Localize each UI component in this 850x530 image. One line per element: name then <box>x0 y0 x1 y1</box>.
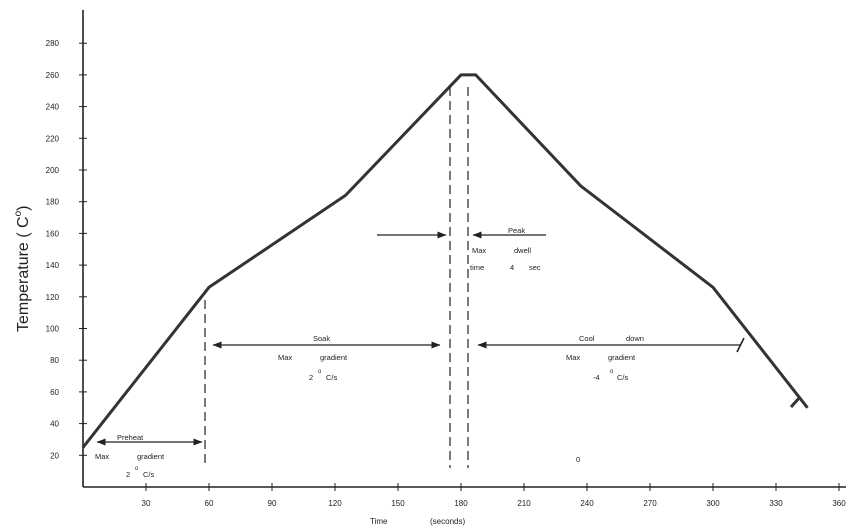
x-tick-label: 300 <box>706 499 720 508</box>
x-tick-label: 210 <box>517 499 531 508</box>
cool-label: Cool <box>579 334 595 343</box>
preheat-gradient-unit: C/s <box>143 470 155 479</box>
preheat-degree-mark: o <box>135 466 139 472</box>
preheat-gradient-value: 2 <box>126 470 130 479</box>
x-tick-label: 240 <box>580 499 594 508</box>
y-tick-label: 240 <box>46 103 60 112</box>
preheat-label: Preheat <box>117 433 144 442</box>
y-tick-label: 220 <box>46 134 60 143</box>
temperature-profile-line <box>81 73 809 449</box>
y-axis-title: Temperature ( Co) <box>13 206 32 332</box>
peak-dwell-unit: sec <box>529 263 541 272</box>
y-axis-title-degree: o <box>13 210 24 216</box>
y-tick-label: 80 <box>50 356 59 365</box>
y-tick-label: 200 <box>46 166 60 175</box>
y-tick-label: 40 <box>50 420 59 429</box>
peak-dwell-label: dwell <box>514 246 531 255</box>
svg-text:Temperature ( Co): Temperature ( Co) <box>13 206 32 332</box>
peak-dwell-value: 4 <box>510 263 514 272</box>
cool-max-label: Max <box>566 353 580 362</box>
y-tick-label: 60 <box>50 388 59 397</box>
cool-gradient-label: gradient <box>608 353 636 362</box>
stray-zero-mark: 0 <box>576 455 580 464</box>
cool-degree-mark: o <box>610 369 614 375</box>
down-label: down <box>626 334 644 343</box>
x-tick-label: 330 <box>769 499 783 508</box>
x-tick-label: 180 <box>454 499 468 508</box>
x-axis-ticks: 30 60 90 120 150 180 210 240 270 300 330 360 <box>142 483 846 508</box>
soak-max-label: Max <box>278 353 292 362</box>
cool-gradient-value: -4 <box>593 373 600 382</box>
y-axis-title-close: ) <box>15 206 32 211</box>
preheat-max-label: Max <box>95 452 109 461</box>
y-tick-label: 260 <box>46 71 60 80</box>
y-tick-label: 100 <box>46 325 60 334</box>
x-axis-title-time: Time <box>370 517 388 526</box>
y-tick-label: 120 <box>46 293 60 302</box>
soak-label: Soak <box>313 334 330 343</box>
x-axis-title-seconds: (seconds) <box>430 517 465 526</box>
cool-down-arrow-end-tick <box>736 337 745 353</box>
y-axis-ticks: 20 40 60 80 100 120 140 160 180 200 220 240 260 280 <box>46 39 87 460</box>
y-tick-label: 180 <box>46 198 60 207</box>
y-tick-label: 20 <box>50 451 59 460</box>
x-tick-label: 90 <box>268 499 277 508</box>
y-tick-label: 140 <box>46 261 60 270</box>
soak-gradient-label: gradient <box>320 353 348 362</box>
cool-gradient-unit: C/s <box>617 373 629 382</box>
soak-gradient-unit: C/s <box>326 373 338 382</box>
preheat-gradient-label: gradient <box>137 452 165 461</box>
profile-end-cap <box>789 395 802 409</box>
y-tick-label: 160 <box>46 229 60 238</box>
y-tick-label: 280 <box>46 39 60 48</box>
peak-time-label: time <box>470 263 484 272</box>
y-axis-title-main: Temperature ( C <box>15 216 32 332</box>
soak-degree-mark: o <box>318 369 322 375</box>
x-tick-label: 60 <box>205 499 214 508</box>
peak-max-label: Max <box>472 246 486 255</box>
x-tick-label: 30 <box>142 499 151 508</box>
x-tick-label: 270 <box>643 499 657 508</box>
x-tick-label: 120 <box>328 499 342 508</box>
soak-gradient-value: 2 <box>309 373 313 382</box>
x-tick-label: 360 <box>832 499 846 508</box>
x-tick-label: 150 <box>391 499 405 508</box>
peak-label: Peak <box>508 226 525 235</box>
